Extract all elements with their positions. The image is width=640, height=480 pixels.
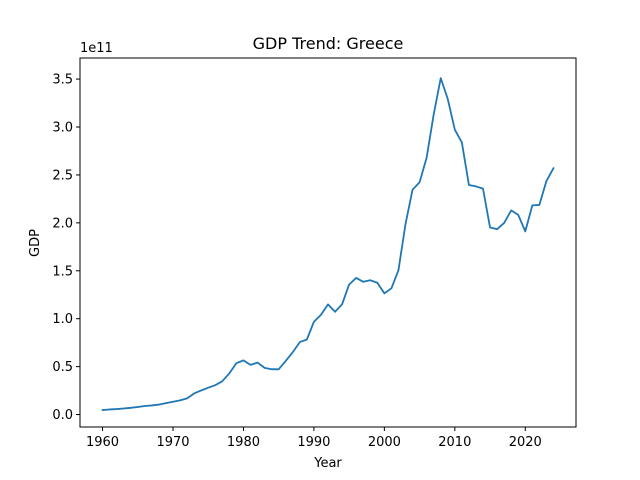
gdp-series-line [101, 77, 555, 412]
y-tick-label: 1.0 [52, 312, 73, 327]
y-tick-label: 2.0 [52, 216, 73, 231]
axes-frame [79, 57, 577, 428]
x-axis-label: Year [313, 456, 342, 471]
y-tick-label: 1.5 [52, 264, 73, 279]
chart-title: GDP Trend: Greece [253, 34, 404, 53]
y-tick-label: 2.5 [52, 168, 73, 183]
x-tick-label: 1960 [86, 435, 119, 450]
x-tick-label: 1990 [297, 435, 330, 450]
y-axis-ticks: 0.0 0.5 1.0 1.5 2.0 2.5 3.0 3.5 [52, 73, 80, 423]
y-tick-label: 3.0 [52, 121, 73, 136]
y-tick-label: 0.0 [52, 408, 73, 423]
y-tick-label: 3.5 [52, 73, 73, 88]
y-axis-label: GDP [28, 229, 43, 257]
x-tick-label: 2010 [438, 435, 471, 450]
x-axis-ticks: 1960 1970 1980 1990 2000 2010 2020 [86, 427, 542, 450]
y-axis-offset-label: 1e11 [80, 41, 113, 56]
y-tick-label: 0.5 [52, 360, 73, 375]
x-tick-label: 2000 [368, 435, 401, 450]
x-tick-label: 1980 [227, 435, 260, 450]
x-tick-label: 1970 [156, 435, 189, 450]
x-tick-label: 2020 [509, 435, 542, 450]
